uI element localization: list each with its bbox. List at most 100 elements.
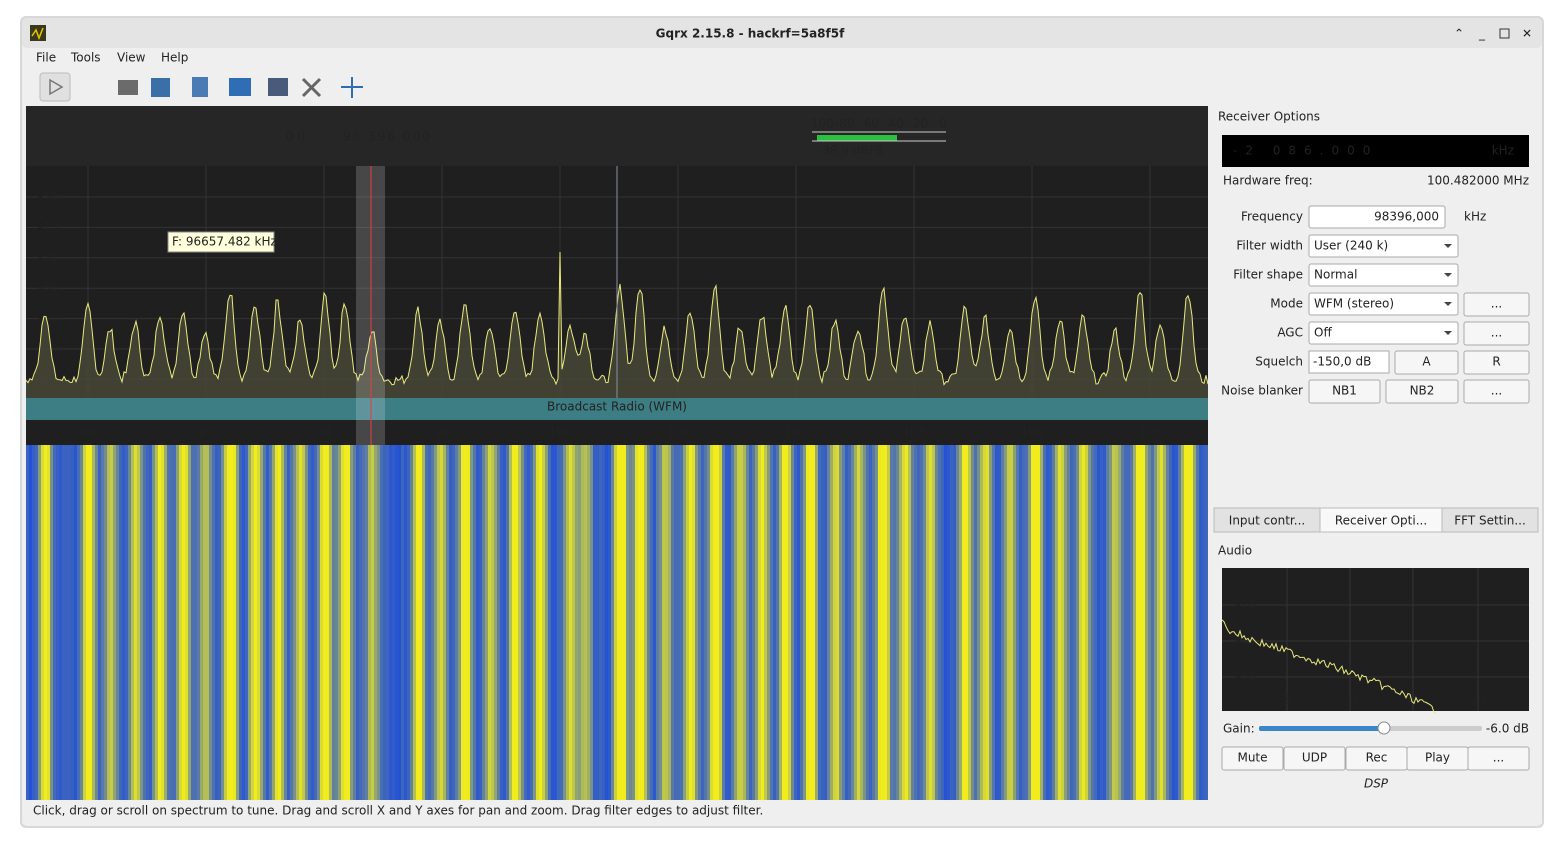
waterfall-column xyxy=(551,445,554,800)
waterfall-column xyxy=(1103,445,1106,800)
button[interactable] xyxy=(1221,746,1284,771)
waterfall-column xyxy=(254,445,257,800)
waterfall-column xyxy=(698,445,701,800)
waterfall-column xyxy=(629,445,632,800)
waterfall-column xyxy=(137,445,140,800)
audio-x-label: 5 xyxy=(1283,693,1291,707)
waterfall-column xyxy=(188,445,191,800)
center-icon[interactable] xyxy=(341,77,363,98)
device-icon[interactable] xyxy=(268,78,288,96)
waterfall-column xyxy=(158,445,161,800)
panel-title: Receiver Options xyxy=(1218,110,1320,124)
waterfall-column xyxy=(620,445,623,800)
waterfall-column xyxy=(911,445,914,800)
win-btn-up[interactable]: ⌃ xyxy=(1454,27,1464,41)
audio-x-label: 15 xyxy=(1405,693,1420,707)
waterfall-column xyxy=(1172,445,1175,800)
waterfall-column xyxy=(119,445,122,800)
panel-title: Audio xyxy=(1218,544,1252,558)
button[interactable] xyxy=(1385,379,1459,404)
button[interactable] xyxy=(1463,350,1530,375)
waterfall-column xyxy=(1082,445,1085,800)
waterfall-column xyxy=(554,445,557,800)
button[interactable] xyxy=(1467,746,1530,771)
waterfall-column xyxy=(491,445,494,800)
win-btn-close[interactable]: ✕ xyxy=(1522,27,1532,41)
audio-y-label: -60 xyxy=(1236,670,1256,684)
tab[interactable] xyxy=(1319,507,1443,533)
waterfall-column xyxy=(29,445,32,800)
win-btn-min[interactable]: _ xyxy=(1478,27,1486,41)
tools-icon[interactable] xyxy=(301,77,322,98)
freq-display[interactable] xyxy=(26,106,1208,166)
button[interactable] xyxy=(1463,379,1530,404)
status-text: Click, drag or scroll on spectrum to tun… xyxy=(33,804,763,818)
meter-label: -40 xyxy=(884,117,904,131)
waterfall-column xyxy=(770,445,773,800)
waterfall-column xyxy=(80,445,83,800)
gain-handle[interactable] xyxy=(1377,721,1391,735)
dsp-label: DSP xyxy=(1364,777,1389,791)
button[interactable] xyxy=(1463,321,1530,346)
waterfall-column xyxy=(683,445,686,800)
waterfall-column xyxy=(680,445,683,800)
waterfall-column xyxy=(758,445,761,800)
waterfall-column xyxy=(1196,445,1199,800)
input-box[interactable] xyxy=(1308,205,1446,229)
button[interactable] xyxy=(1283,746,1346,771)
input-box[interactable] xyxy=(1308,350,1390,374)
button[interactable] xyxy=(1463,292,1530,317)
y-axis-label: -30 xyxy=(38,190,58,204)
waterfall-column xyxy=(326,445,329,800)
waterfall-column xyxy=(944,445,947,800)
win-btn-max[interactable] xyxy=(1499,28,1510,39)
x-axis-label: 104 xyxy=(1021,426,1044,440)
waterfall-column xyxy=(47,445,50,800)
waterfall-column xyxy=(1163,445,1166,800)
waterfall-column xyxy=(1094,445,1097,800)
audio-y-label: -20 xyxy=(1236,598,1256,612)
combo-box[interactable] xyxy=(1308,292,1459,316)
combo-box[interactable] xyxy=(1308,321,1459,345)
waterfall-column xyxy=(182,445,185,800)
fft-icon[interactable] xyxy=(229,78,251,96)
waterfall-column xyxy=(611,445,614,800)
button[interactable] xyxy=(1308,379,1381,404)
waterfall-column xyxy=(365,445,368,800)
start-button[interactable] xyxy=(39,72,71,102)
waterfall-column xyxy=(125,445,128,800)
waterfall-column xyxy=(533,445,536,800)
waterfall-column xyxy=(290,445,293,800)
waterfall-column xyxy=(803,445,806,800)
waterfall-column xyxy=(83,445,86,800)
waterfall-column xyxy=(575,445,578,800)
field-label: AGC xyxy=(1277,326,1303,340)
button[interactable] xyxy=(1394,350,1459,375)
tab[interactable] xyxy=(1441,507,1539,533)
open-icon[interactable] xyxy=(118,80,138,95)
gain-value: -6.0 dB xyxy=(1486,722,1529,736)
waterfall-column xyxy=(197,445,200,800)
tab[interactable] xyxy=(1213,507,1321,533)
waterfall-column xyxy=(428,445,431,800)
waterfall-column xyxy=(776,445,779,800)
waterfall-column xyxy=(845,445,848,800)
waterfall-column xyxy=(656,445,659,800)
waterfall-column xyxy=(284,445,287,800)
combo-box[interactable] xyxy=(1308,263,1459,287)
x-axis-label: 101 xyxy=(667,426,690,440)
combo-box[interactable] xyxy=(1308,234,1459,258)
waterfall-column xyxy=(332,445,335,800)
receiver-display[interactable] xyxy=(1222,135,1529,167)
waterfall-column xyxy=(248,445,251,800)
save-icon[interactable] xyxy=(151,78,170,97)
waterfall-column xyxy=(1112,445,1115,800)
bookmark-icon[interactable] xyxy=(192,77,208,97)
waterfall-column xyxy=(434,445,437,800)
waterfall-column xyxy=(626,445,629,800)
waterfall-column xyxy=(308,445,311,800)
waterfall-column xyxy=(86,445,89,800)
waterfall-column xyxy=(596,445,599,800)
waterfall-column xyxy=(317,445,320,800)
waterfall-column xyxy=(410,445,413,800)
